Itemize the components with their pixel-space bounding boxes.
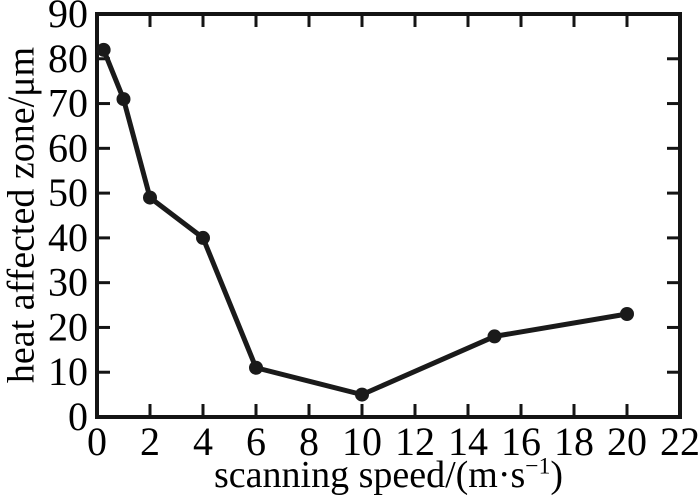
y-tick-label: 70 (48, 81, 88, 126)
y-tick-label: 10 (48, 349, 88, 394)
x-tick-label: 16 (501, 419, 541, 464)
data-point-marker (196, 230, 210, 245)
x-axis-label: scanning speed/(m·s−1) (97, 454, 680, 496)
y-tick-label: 80 (48, 36, 88, 81)
x-tick-label: 22 (660, 419, 700, 464)
x-tick-label: 4 (193, 419, 213, 464)
y-tick-label: 90 (48, 0, 88, 36)
x-tick-label: 0 (87, 419, 107, 464)
data-point-marker (620, 307, 634, 322)
y-tick-label: 50 (48, 170, 88, 215)
y-tick-label: 20 (48, 304, 88, 349)
y-axis-label: heat affected zone/μm (0, 14, 44, 417)
x-tick-label: 14 (448, 419, 488, 464)
data-point-marker (143, 190, 157, 205)
data-line (101, 47, 630, 398)
plot-frame (95, 12, 682, 419)
y-tick-label: 60 (48, 125, 88, 170)
y-tick-label: 0 (68, 394, 88, 439)
data-point-marker (487, 329, 502, 344)
x-tick-label: 2 (140, 419, 160, 464)
data-point-marker (249, 360, 263, 375)
y-tick-label: 40 (48, 215, 88, 260)
x-tick-label: 10 (342, 419, 382, 464)
data-point-marker (116, 92, 131, 107)
y-axis-label-text: heat affected zone/μm (0, 46, 43, 384)
x-axis-label-close: ) (550, 454, 564, 496)
x-tick-label: 6 (246, 419, 266, 464)
data-point-marker (355, 387, 369, 402)
data-point-marker (96, 42, 111, 57)
x-tick-label: 18 (554, 419, 594, 464)
x-tick-label: 20 (607, 419, 647, 464)
y-tick-label: 30 (48, 260, 88, 305)
x-axis-label-superscript: −1 (525, 453, 551, 480)
x-axis-label-base: scanning speed/(m·s (213, 454, 526, 496)
x-tick-label: 8 (299, 419, 319, 464)
x-tick-label: 12 (395, 419, 435, 464)
